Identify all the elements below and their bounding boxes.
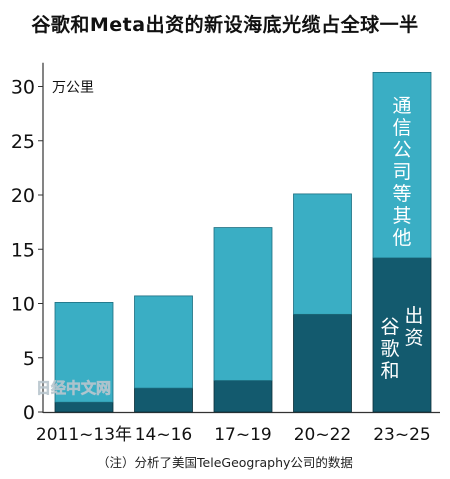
series-label-google-meta: 和 (380, 360, 399, 382)
bar-other (213, 227, 273, 381)
x-tick-label: 20~22 (294, 425, 352, 445)
bar-other (54, 302, 114, 403)
series-label-google-meta: 歌 (380, 338, 399, 360)
series-label-google-meta: 出 (404, 305, 423, 327)
series-label-other: 信 (392, 117, 411, 139)
source-note: （注）分析了美国TeleGeography公司的数据 (97, 455, 353, 470)
unit-label: 万公里 (52, 80, 94, 96)
series-label-other: 他 (392, 227, 411, 249)
series-label-google-meta: 资 (404, 327, 423, 349)
bar-google-meta (372, 257, 432, 413)
chart-title: 谷歌和Meta出资的新设海底光缆占全球一半 (31, 14, 419, 36)
x-tick-label: 2011~13年 (36, 425, 132, 445)
series-label-google-meta: 谷 (380, 316, 399, 338)
x-tick-label: 23~25 (373, 425, 431, 445)
y-tick-label: 30 (11, 77, 35, 99)
bar-other (134, 295, 193, 389)
bar-other (293, 193, 352, 315)
y-tick-label: 0 (23, 402, 35, 424)
series-label-other: 司 (392, 161, 411, 183)
y-tick-label: 20 (11, 185, 35, 207)
bar-google-meta (134, 387, 193, 413)
watermark-logo: 日经中文网 (36, 379, 111, 397)
x-tick-label: 17~19 (214, 425, 272, 445)
y-tick-label: 15 (11, 239, 35, 261)
bar-google-meta (293, 313, 352, 413)
y-tick-label: 5 (23, 348, 35, 370)
series-label-other: 其 (392, 205, 411, 227)
x-tick-label: 14~16 (135, 425, 193, 445)
y-tick-label: 10 (11, 294, 35, 316)
y-tick-label: 25 (11, 131, 35, 153)
series-label-other: 等 (392, 183, 411, 205)
bar-other (372, 71, 432, 259)
bar-google-meta (213, 380, 273, 413)
bar-google-meta (54, 401, 114, 413)
series-label-other: 通 (392, 95, 411, 117)
series-label-other: 公 (392, 139, 411, 161)
